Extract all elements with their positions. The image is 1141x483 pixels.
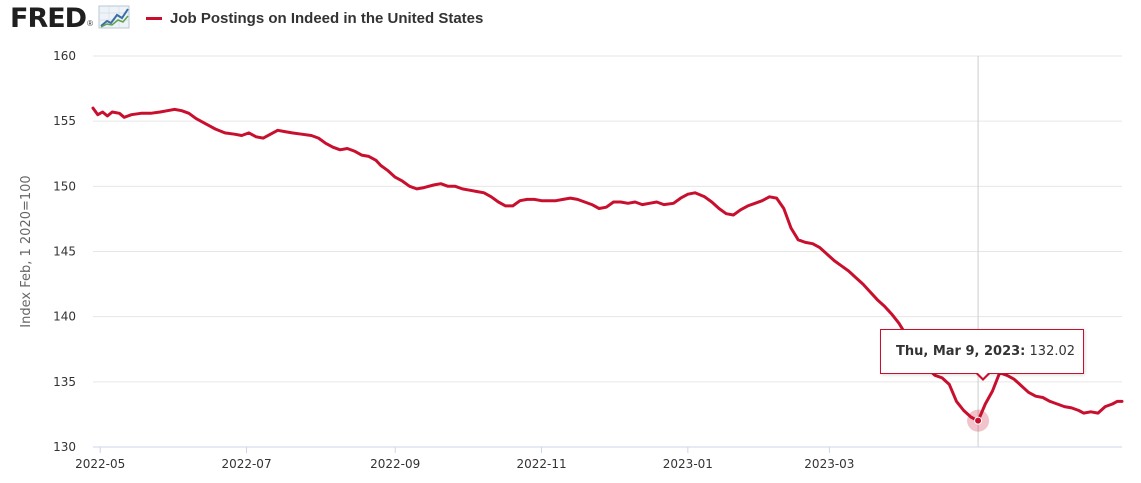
chart-line-icon (98, 5, 130, 29)
chart-header: FRED ® Job Postings on Indeed in the Uni… (0, 0, 1141, 40)
y-tick-label: 135 (53, 375, 76, 389)
y-tick-label: 140 (53, 310, 76, 324)
tooltip-date: Thu, Mar 9, 2023: (896, 344, 1026, 359)
value-tooltip: Thu, Mar 9, 2023: 132.02 (880, 329, 1084, 381)
tooltip-value: 132.02 (1029, 344, 1076, 359)
chart-legend[interactable]: Job Postings on Indeed in the United Sta… (146, 10, 483, 27)
grid-lines (93, 55, 1122, 448)
legend-swatch (146, 17, 162, 20)
fred-logo[interactable]: FRED ® (10, 4, 93, 34)
x-tick-label: 2022-07 (221, 457, 271, 471)
fred-registered-mark: ® (87, 19, 93, 28)
series-line (91, 106, 1124, 423)
y-tick-label: 155 (53, 114, 76, 128)
x-tick-label: 2022-09 (370, 457, 420, 471)
x-tick-label: 2023-03 (804, 457, 854, 471)
hover-marker (967, 409, 990, 432)
x-tick-label: 2022-11 (516, 457, 566, 471)
series (91, 106, 1124, 423)
tooltip-text: Thu, Mar 9, 2023: 132.02 (896, 344, 1075, 359)
axes: 160 155 150 145 140 135 130 2022-05 2022-07 2022-… (19, 49, 1122, 471)
y-axis-title: Index Feb, 1 2020=100 (19, 175, 34, 327)
fred-logo-text: FRED (10, 3, 87, 34)
y-tick-label: 145 (53, 245, 76, 259)
y-tick-label: 150 (53, 179, 76, 193)
y-tick-label: 160 (53, 49, 76, 63)
legend-label: Job Postings on Indeed in the United Sta… (170, 10, 484, 27)
x-tick-label: 2022-05 (75, 457, 125, 471)
x-tick-label: 2023-01 (663, 457, 713, 471)
tooltip-caret-inner (977, 372, 989, 378)
hover-point (974, 416, 983, 425)
y-tick-label: 130 (53, 440, 76, 454)
